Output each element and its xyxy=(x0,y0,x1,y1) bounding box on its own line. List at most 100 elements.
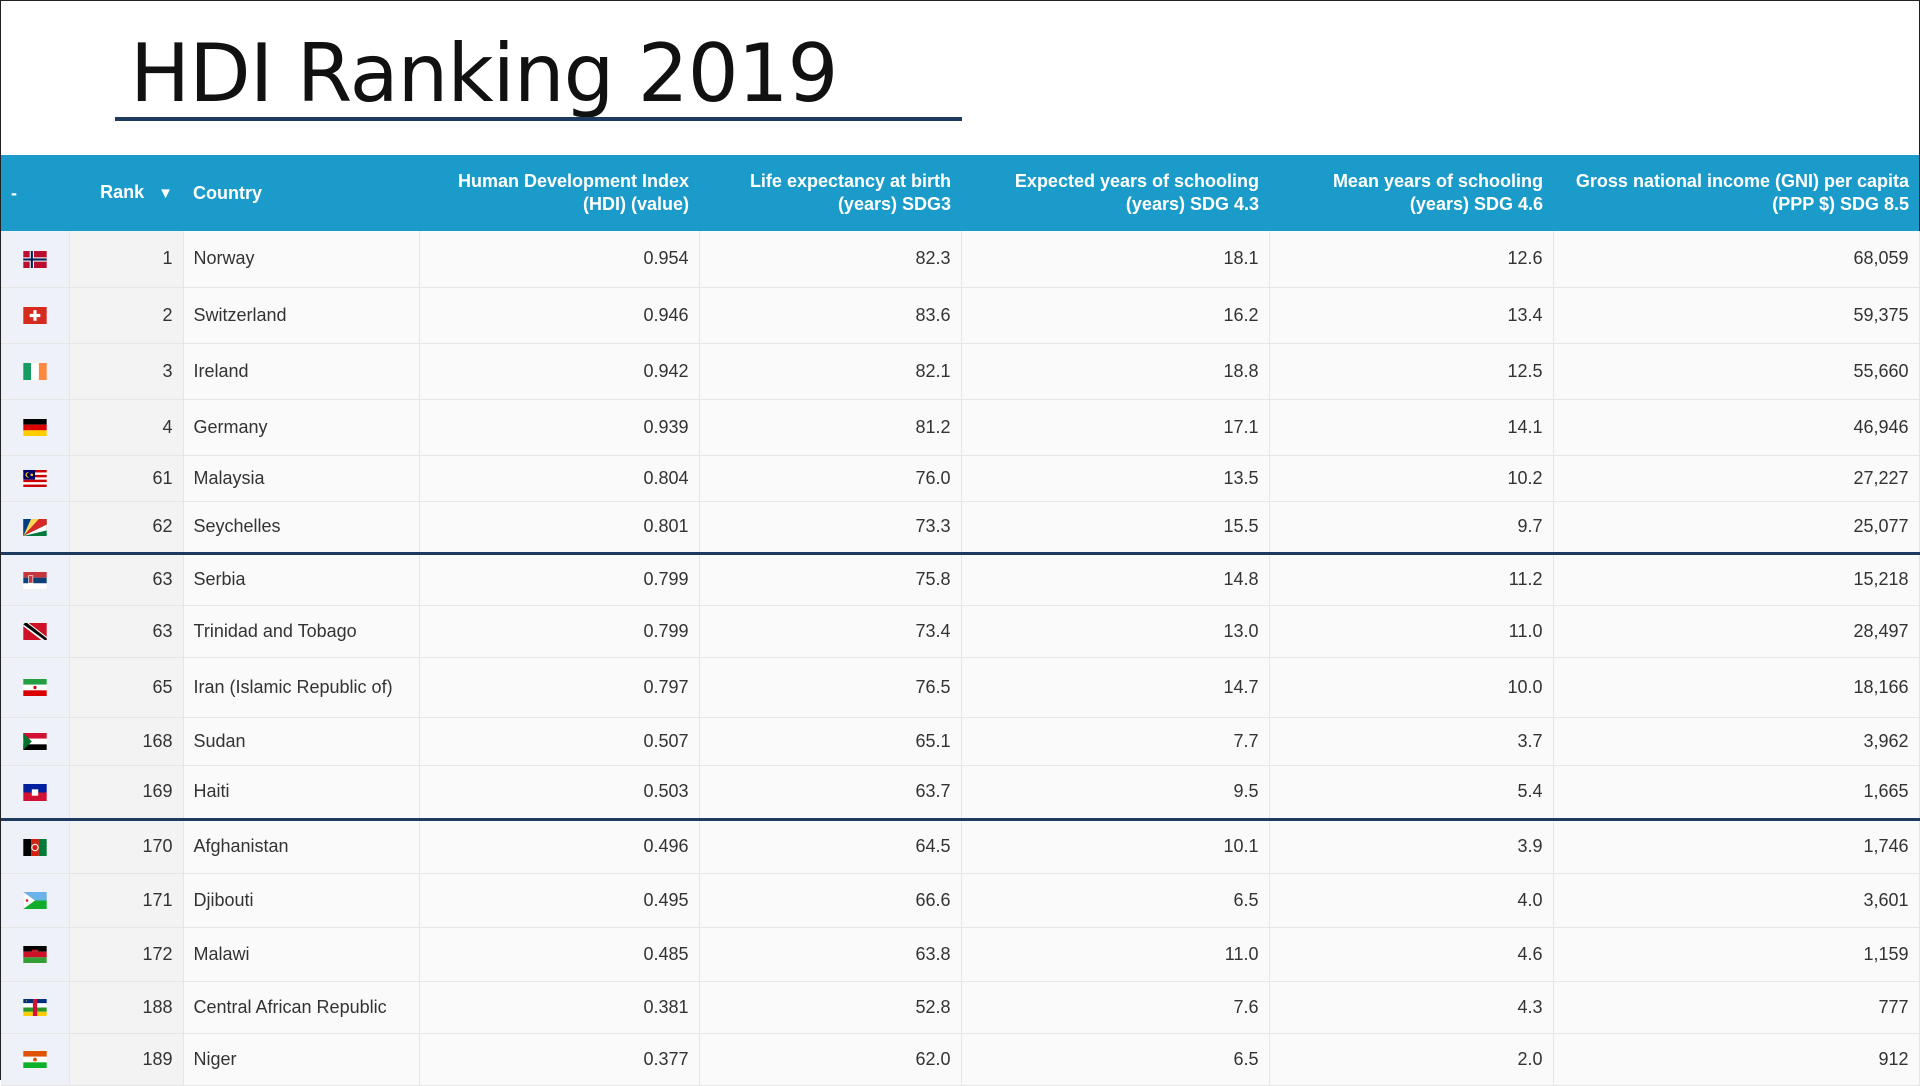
flag-cell xyxy=(1,501,70,555)
expected-schooling-cell: 14.8 xyxy=(961,553,1270,606)
trinidad-and-tobago-flag-icon xyxy=(22,621,48,641)
gni-cell: 59,375 xyxy=(1553,287,1920,344)
germany-flag-icon xyxy=(22,417,48,437)
country-cell: Sudan xyxy=(183,717,420,766)
table-row[interactable]: 3 Ireland 0.942 82.1 18.8 12.5 55,660 xyxy=(1,343,1920,400)
sort-descending-icon[interactable]: ▼ xyxy=(158,185,173,202)
flag-cell xyxy=(1,455,70,502)
gni-cell: 15,218 xyxy=(1553,553,1920,606)
flag-cell xyxy=(1,605,70,658)
hdi-cell: 0.939 xyxy=(419,399,700,456)
hdi-cell: 0.381 xyxy=(419,981,700,1034)
life-expectancy-cell: 82.1 xyxy=(699,343,962,400)
mean-schooling-cell: 4.3 xyxy=(1269,981,1554,1034)
country-column-header[interactable]: Country xyxy=(183,155,419,231)
table-row[interactable]: 189 Niger 0.377 62.0 6.5 2.0 912 xyxy=(1,1033,1920,1086)
gni-cell: 25,077 xyxy=(1553,501,1920,555)
rank-cell: 169 xyxy=(69,765,184,821)
life-expectancy-cell: 76.5 xyxy=(699,657,962,718)
expected-schooling-cell: 18.8 xyxy=(961,343,1270,400)
gni-cell: 3,601 xyxy=(1553,873,1920,928)
rank-column-header[interactable]: Rank ▼ xyxy=(69,155,183,231)
hdi-cell: 0.496 xyxy=(419,819,700,874)
niger-flag-icon xyxy=(22,1049,48,1069)
life-expectancy-cell: 66.6 xyxy=(699,873,962,928)
mean-schooling-cell: 12.6 xyxy=(1269,231,1554,288)
table-row[interactable]: 171 Djibouti 0.495 66.6 6.5 4.0 3,601 xyxy=(1,873,1920,928)
table-row[interactable]: 61 Malaysia 0.804 76.0 13.5 10.2 27,227 xyxy=(1,455,1920,502)
iran-flag-icon xyxy=(22,677,48,697)
table-row[interactable]: 172 Malawi 0.485 63.8 11.0 4.6 1,159 xyxy=(1,927,1920,982)
country-cell: Afghanistan xyxy=(183,819,420,874)
flag-cell xyxy=(1,657,70,718)
hdi-cell: 0.485 xyxy=(419,927,700,982)
country-cell: Central African Republic xyxy=(183,981,420,1034)
mean-schooling-cell: 5.4 xyxy=(1269,765,1554,821)
expected-schooling-cell: 13.5 xyxy=(961,455,1270,502)
life-expectancy-cell: 73.3 xyxy=(699,501,962,555)
malaysia-flag-icon xyxy=(22,468,48,488)
gni-cell: 27,227 xyxy=(1553,455,1920,502)
mean-schooling-cell: 14.1 xyxy=(1269,399,1554,456)
expected-schooling-cell: 10.1 xyxy=(961,819,1270,874)
mean-schooling-cell: 9.7 xyxy=(1269,501,1554,555)
country-cell: Haiti xyxy=(183,765,420,821)
gni-cell: 68,059 xyxy=(1553,231,1920,288)
mean-schooling-cell: 2.0 xyxy=(1269,1033,1554,1086)
hdi-column-header[interactable]: Human Development Index (HDI) (value) xyxy=(419,155,699,231)
mean-schooling-cell: 10.0 xyxy=(1269,657,1554,718)
life-expectancy-column-header[interactable]: Life expectancy at birth (years) SDG3 xyxy=(699,155,961,231)
flag-cell xyxy=(1,399,70,456)
life-expectancy-cell: 52.8 xyxy=(699,981,962,1034)
table-row[interactable]: 1 Norway 0.954 82.3 18.1 12.6 68,059 xyxy=(1,231,1920,288)
table-row[interactable]: 169 Haiti 0.503 63.7 9.5 5.4 1,665 xyxy=(1,765,1920,821)
expected-schooling-cell: 13.0 xyxy=(961,605,1270,658)
rank-cell: 65 xyxy=(69,657,184,718)
hdi-cell: 0.377 xyxy=(419,1033,700,1086)
mean-schooling-cell: 10.2 xyxy=(1269,455,1554,502)
expected-schooling-column-header[interactable]: Expected years of schooling (years) SDG 4… xyxy=(961,155,1269,231)
mean-schooling-column-header[interactable]: Mean years of schooling (years) SDG 4.6 xyxy=(1269,155,1553,231)
sudan-flag-icon xyxy=(22,731,48,751)
life-expectancy-cell: 83.6 xyxy=(699,287,962,344)
mean-schooling-cell: 11.2 xyxy=(1269,553,1554,606)
hdi-cell: 0.804 xyxy=(419,455,700,502)
table-row[interactable]: 4 Germany 0.939 81.2 17.1 14.1 46,946 xyxy=(1,399,1920,456)
flag-cell xyxy=(1,343,70,400)
table-row[interactable]: 168 Sudan 0.507 65.1 7.7 3.7 3,962 xyxy=(1,717,1920,766)
expected-schooling-cell: 7.6 xyxy=(961,981,1270,1034)
flag-cell xyxy=(1,927,70,982)
life-expectancy-cell: 63.7 xyxy=(699,765,962,821)
hdi-cell: 0.799 xyxy=(419,553,700,606)
expected-schooling-cell: 9.5 xyxy=(961,765,1270,821)
flag-cell xyxy=(1,553,70,606)
country-cell: Seychelles xyxy=(183,501,420,555)
expected-schooling-cell: 17.1 xyxy=(961,399,1270,456)
country-cell: Trinidad and Tobago xyxy=(183,605,420,658)
norway-flag-icon xyxy=(22,248,48,268)
flag-cell xyxy=(1,717,70,766)
gni-cell: 777 xyxy=(1553,981,1920,1034)
gni-cell: 1,159 xyxy=(1553,927,1920,982)
gni-cell: 3,962 xyxy=(1553,717,1920,766)
table-row[interactable]: 2 Switzerland 0.946 83.6 16.2 13.4 59,375 xyxy=(1,287,1920,344)
rank-cell: 1 xyxy=(69,231,184,288)
table-row[interactable]: 63 Serbia 0.799 75.8 14.8 11.2 15,218 xyxy=(1,553,1920,606)
table-row[interactable]: 62 Seychelles 0.801 73.3 15.5 9.7 25,077 xyxy=(1,501,1920,555)
table-row[interactable]: 65 Iran (Islamic Republic of) 0.797 76.5 14.… xyxy=(1,657,1920,718)
rank-cell: 171 xyxy=(69,873,184,928)
table-row[interactable]: 188 Central African Republic 0.381 52.8 7.6 4… xyxy=(1,981,1920,1034)
table-row[interactable]: 63 Trinidad and Tobago 0.799 73.4 13.0 11.0 28… xyxy=(1,605,1920,658)
gni-cell: 46,946 xyxy=(1553,399,1920,456)
rank-cell: 4 xyxy=(69,399,184,456)
hdi-cell: 0.797 xyxy=(419,657,700,718)
afghanistan-flag-icon xyxy=(22,836,48,856)
life-expectancy-cell: 63.8 xyxy=(699,927,962,982)
rank-cell: 188 xyxy=(69,981,184,1034)
flag-cell xyxy=(1,287,70,344)
table-row[interactable]: 170 Afghanistan 0.496 64.5 10.1 3.9 1,746 xyxy=(1,819,1920,874)
expected-schooling-cell: 16.2 xyxy=(961,287,1270,344)
flag-cell xyxy=(1,981,70,1034)
mean-schooling-cell: 4.6 xyxy=(1269,927,1554,982)
gni-column-header[interactable]: Gross national income (GNI) per capita (P… xyxy=(1553,155,1919,231)
